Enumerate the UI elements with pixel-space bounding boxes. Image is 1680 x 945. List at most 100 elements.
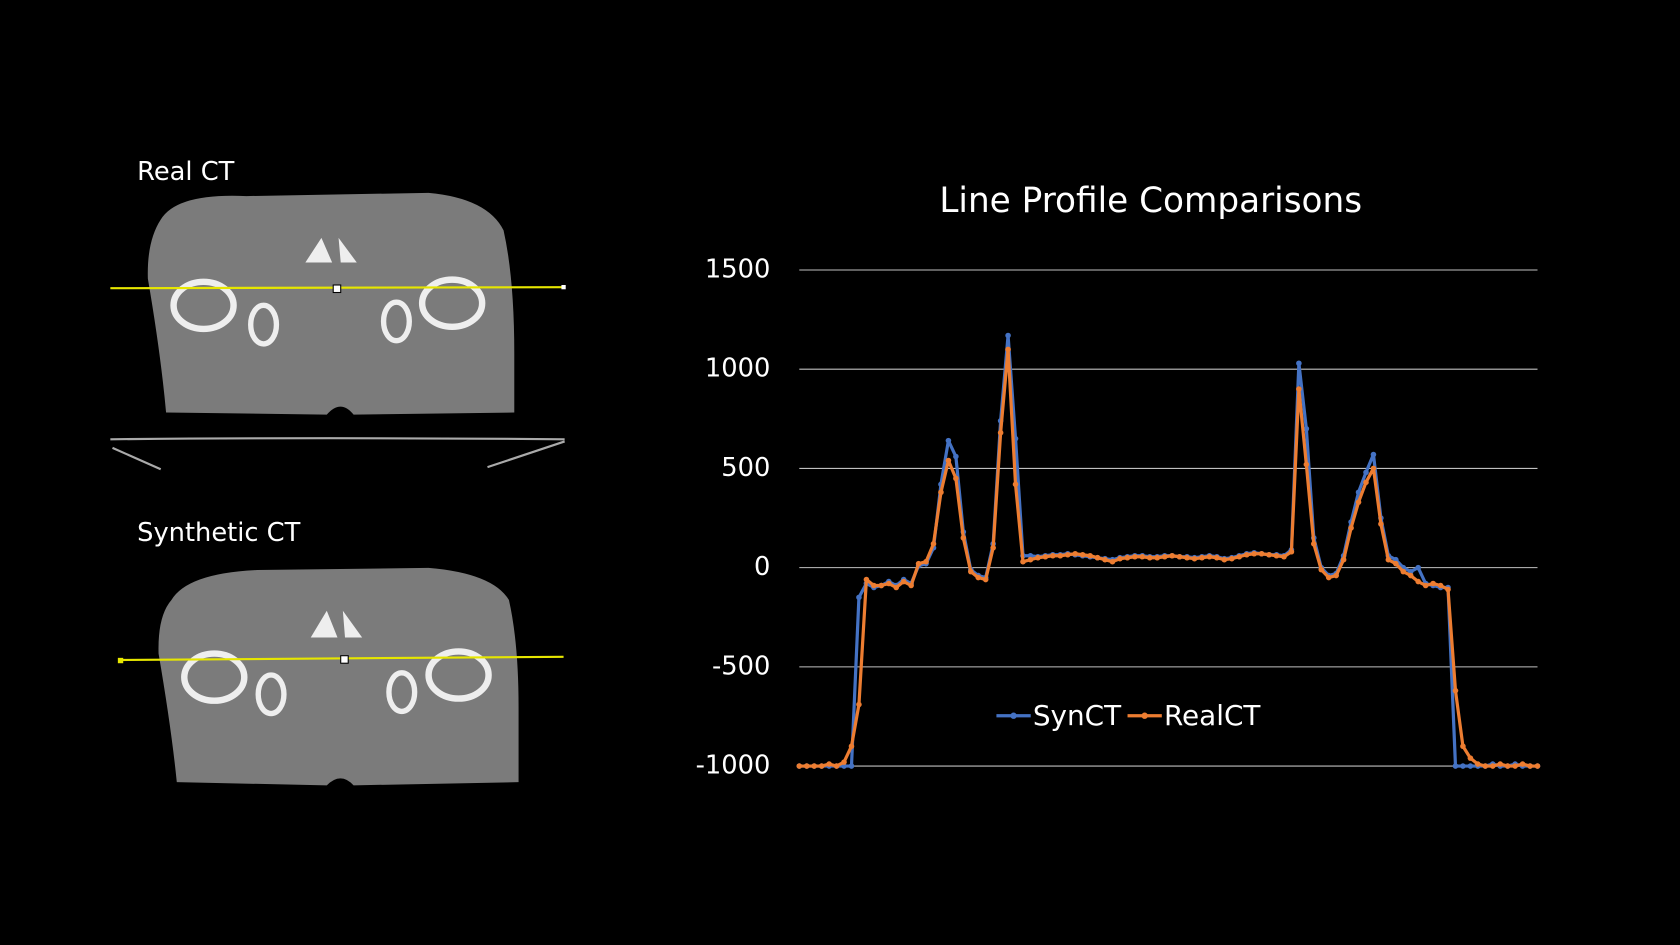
data-point	[1117, 555, 1123, 562]
legend-label: RealCT	[1164, 699, 1261, 732]
data-point	[997, 429, 1004, 436]
data-point	[930, 541, 937, 547]
panel-label: Synthetic CT	[137, 518, 300, 548]
data-point	[1407, 572, 1414, 579]
y-tick-label: -500	[712, 651, 770, 681]
data-point	[1146, 554, 1153, 561]
data-point	[975, 574, 982, 581]
real-ct-image	[110, 192, 566, 471]
data-point	[1333, 572, 1339, 579]
data-point	[1355, 489, 1362, 496]
data-point	[1199, 554, 1205, 561]
grid: -1000 -500 0 500 1000 1500	[696, 255, 1538, 781]
data-point	[908, 582, 914, 589]
data-point	[1452, 763, 1459, 769]
data-point	[1519, 761, 1526, 767]
data-point	[1303, 425, 1310, 432]
data-point	[1363, 479, 1369, 486]
data-point	[1430, 580, 1436, 587]
legend-label: SynCT	[1033, 699, 1122, 732]
data-point	[1027, 556, 1034, 563]
data-point	[1221, 556, 1228, 563]
data-point	[1057, 552, 1064, 559]
data-point	[1363, 469, 1369, 476]
data-point	[1407, 568, 1414, 575]
legend-marker	[1141, 712, 1148, 719]
data-point	[796, 763, 803, 769]
data-point	[863, 576, 870, 583]
data-point	[1072, 550, 1078, 557]
data-point	[1400, 568, 1407, 575]
y-tick-label: -1000	[696, 751, 771, 781]
data-point	[1005, 346, 1011, 353]
data-point	[938, 489, 944, 496]
data-point	[923, 558, 929, 565]
y-tick-label: 0	[754, 552, 770, 582]
legend: SynCT RealCT	[996, 699, 1261, 732]
data-point	[1303, 461, 1310, 468]
data-point	[1050, 552, 1056, 559]
data-point	[893, 584, 900, 591]
data-point	[1378, 521, 1384, 527]
data-point	[982, 576, 989, 583]
data-point	[856, 594, 862, 601]
data-point	[1393, 560, 1399, 567]
data-point	[1504, 763, 1511, 769]
data-point	[1385, 556, 1392, 563]
data-point	[1005, 332, 1011, 339]
data-point	[968, 568, 974, 575]
data-point	[1467, 763, 1474, 769]
data-point	[900, 578, 907, 585]
data-point	[1124, 554, 1131, 561]
data-point	[990, 545, 996, 551]
data-point	[841, 759, 847, 765]
data-point	[1318, 566, 1325, 573]
data-point	[1370, 451, 1377, 458]
data-point	[1527, 763, 1533, 769]
y-tick-label: 1000	[705, 354, 770, 384]
data-point	[1027, 552, 1034, 559]
data-point	[1482, 763, 1489, 769]
data-point	[945, 437, 952, 444]
data-point	[811, 763, 817, 769]
data-point	[856, 701, 862, 708]
data-point	[848, 763, 855, 769]
data-point	[1497, 761, 1504, 767]
data-point	[1109, 558, 1116, 565]
data-point	[871, 582, 877, 589]
data-point	[841, 763, 847, 769]
data-point	[1079, 551, 1086, 558]
data-point	[1139, 553, 1146, 560]
data-point	[1042, 553, 1049, 560]
data-point	[1534, 763, 1541, 769]
data-point	[953, 475, 959, 482]
data-point	[1311, 541, 1317, 547]
data-point	[1340, 556, 1347, 563]
data-point	[1236, 553, 1243, 560]
chart-title: Line Profile Comparisons	[939, 181, 1362, 221]
data-point	[1281, 553, 1287, 560]
data-point	[1475, 761, 1481, 767]
data-point	[1184, 554, 1190, 561]
data-point	[1355, 499, 1362, 505]
data-point	[803, 763, 810, 769]
data-point	[1266, 551, 1272, 558]
data-point	[1437, 582, 1444, 589]
data-point	[848, 743, 855, 750]
data-point	[953, 453, 959, 460]
data-point	[1296, 386, 1302, 392]
legend-marker	[1010, 712, 1017, 719]
data-point	[1452, 687, 1459, 694]
data-point	[960, 535, 967, 541]
data-point	[885, 580, 892, 587]
data-point	[1191, 555, 1198, 562]
data-point	[1393, 556, 1399, 563]
data-point	[1064, 551, 1071, 558]
data-point	[1132, 553, 1138, 560]
data-point	[1214, 554, 1220, 561]
data-point	[1445, 586, 1451, 593]
data-point	[1512, 763, 1518, 769]
data-point	[915, 560, 922, 567]
plot	[796, 332, 1541, 769]
